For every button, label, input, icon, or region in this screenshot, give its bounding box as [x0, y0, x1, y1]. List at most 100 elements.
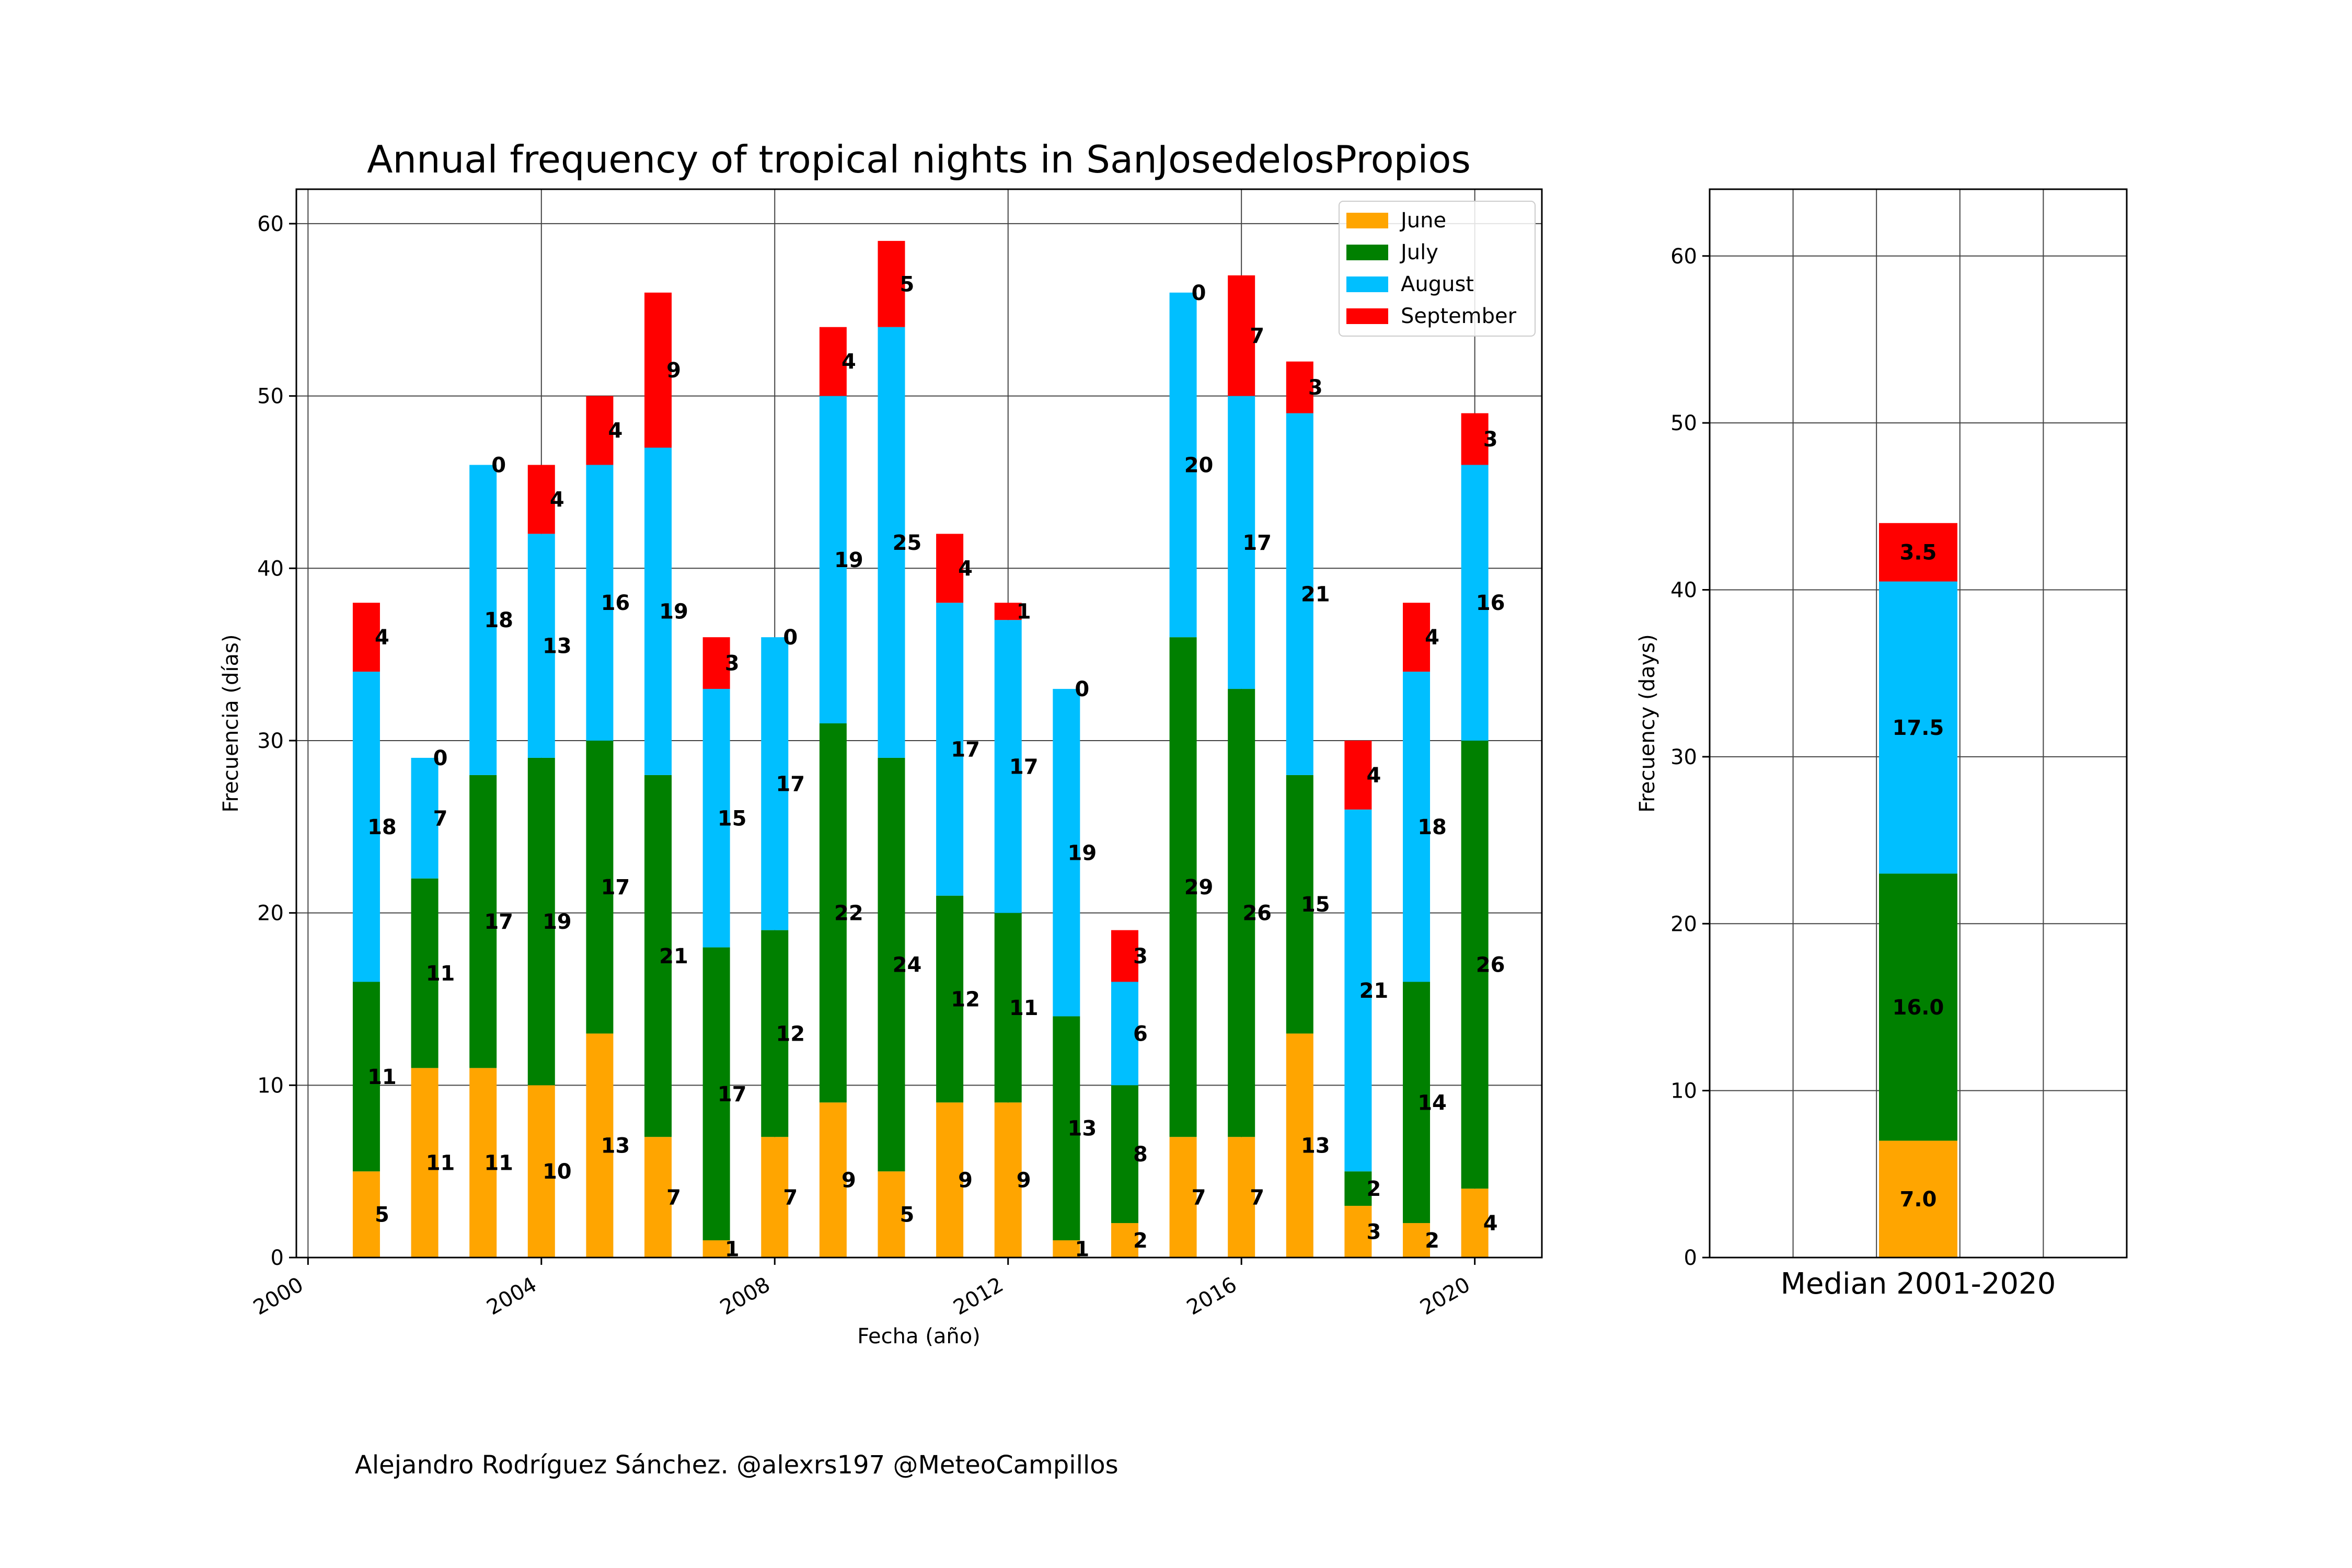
- bar-value-label: 5: [375, 1203, 389, 1227]
- side-y-tick-label: 30: [1670, 745, 1697, 769]
- bar-value-label: 0: [433, 746, 448, 770]
- bar-value-label: 13: [1301, 1134, 1330, 1158]
- median-value-label: 16.0: [1893, 996, 1944, 1020]
- side-y-tick-label: 0: [1684, 1246, 1697, 1270]
- bar-segment-september: [1286, 361, 1313, 413]
- bar-segment-august: [586, 465, 614, 741]
- bar-segment-june: [1403, 1223, 1431, 1258]
- median-bar-segment-june: [1879, 1140, 1957, 1258]
- median-value-label: 3.5: [1900, 541, 1937, 565]
- bar-segment-september: [352, 603, 380, 672]
- bar-segment-june: [702, 1240, 730, 1258]
- bar-value-label: 17: [1009, 755, 1039, 779]
- main-y-tick-label: 60: [257, 212, 284, 236]
- bar-value-label: 24: [893, 953, 922, 977]
- bar-value-label: 7: [1192, 1186, 1206, 1210]
- legend-label-june: June: [1399, 209, 1446, 233]
- bar-value-label: 4: [550, 488, 564, 512]
- bar-value-label: 0: [1075, 677, 1089, 701]
- bar-segment-august: [1053, 689, 1080, 1017]
- bar-value-label: 4: [841, 350, 856, 374]
- side-axes-frame: [1709, 188, 2128, 1259]
- main-y-tick-label: 30: [257, 729, 284, 753]
- bar-value-label: 19: [543, 910, 572, 934]
- bar-value-label: 9: [841, 1169, 856, 1193]
- side-data-labels: 7.0 16.0 17.5 3.5: [1893, 541, 1944, 1212]
- main-y-tick-label: 10: [257, 1074, 284, 1098]
- bar-segment-june: [1111, 1223, 1138, 1258]
- bar-segment-august: [527, 534, 555, 758]
- bar-value-label: 22: [834, 902, 863, 926]
- side-y-ticks: 0 10 20 30 40 50 60: [1670, 245, 1710, 1270]
- bar-segment-september: [702, 637, 730, 689]
- bar-value-label: 3: [1366, 1220, 1381, 1244]
- bar-value-label: 26: [1242, 902, 1272, 926]
- bar-value-label: 7: [666, 1186, 681, 1210]
- bar-value-label: 25: [893, 531, 922, 555]
- bar-value-label: 17: [776, 772, 805, 796]
- bar-value-label: 29: [1184, 875, 1214, 900]
- bar-segment-june: [819, 1102, 847, 1258]
- bar-segment-june: [936, 1102, 964, 1258]
- bar-value-label: 2: [1425, 1229, 1439, 1253]
- bar-segment-august: [761, 637, 789, 930]
- bar-value-label: 13: [1067, 1117, 1097, 1141]
- bar-segment-august: [1461, 465, 1489, 741]
- side-y-tick-label: 50: [1670, 411, 1697, 435]
- bar-value-label: 18: [484, 608, 513, 632]
- bar-segment-august: [702, 689, 730, 948]
- bar-value-label: 0: [491, 453, 506, 477]
- bar-segment-august: [1286, 413, 1313, 775]
- bar-segment-september: [994, 603, 1022, 620]
- bar-value-label: 0: [1192, 281, 1206, 305]
- bar-segment-june: [469, 1068, 497, 1258]
- median-stacked-bar-chart: 7.0 16.0 17.5 3.5 0 10 20 30 40 50 60 Median 2001…: [1635, 188, 2128, 1301]
- bar-value-label: 3: [1133, 944, 1148, 969]
- bar-segment-july: [644, 775, 672, 1137]
- bar-segment-july: [819, 723, 847, 1103]
- bar-value-label: 19: [1067, 841, 1097, 865]
- side-y-tick-label: 20: [1670, 912, 1697, 936]
- bar-segment-september: [586, 396, 614, 465]
- bar-segment-june: [1053, 1240, 1080, 1258]
- bar-segment-june: [527, 1085, 555, 1258]
- bar-segment-august: [994, 620, 1022, 913]
- side-y-tick-label: 40: [1670, 579, 1697, 603]
- bar-segment-august: [936, 603, 964, 896]
- bar-value-label: 12: [776, 1022, 805, 1046]
- bar-value-label: 4: [1366, 764, 1381, 788]
- legend-swatch-september: [1346, 308, 1388, 324]
- bar-value-label: 3: [1483, 428, 1498, 452]
- bar-segment-june: [586, 1033, 614, 1258]
- bar-value-label: 3: [1308, 376, 1323, 400]
- bar-segment-july: [878, 757, 905, 1172]
- bar-value-label: 7: [433, 806, 448, 831]
- bar-segment-june: [1461, 1189, 1489, 1258]
- bar-segment-august: [1403, 672, 1431, 982]
- legend-label-september: September: [1401, 304, 1517, 328]
- bar-segment-june: [878, 1171, 905, 1258]
- bar-value-label: 1: [1017, 600, 1031, 624]
- bar-segment-august: [644, 447, 672, 775]
- median-value-label: 7.0: [1900, 1187, 1937, 1212]
- bar-value-label: 15: [1301, 893, 1330, 917]
- bar-value-label: 12: [951, 987, 980, 1011]
- bar-segment-july: [936, 895, 964, 1103]
- bar-segment-september: [1344, 740, 1372, 810]
- median-bar-segment-august: [1879, 581, 1957, 874]
- main-y-tick-label: 20: [257, 902, 284, 926]
- legend-box: [1339, 201, 1536, 337]
- bar-segment-september: [1403, 603, 1431, 672]
- bar-segment-july: [1461, 740, 1489, 1189]
- bar-segment-august: [1169, 292, 1197, 638]
- bar-value-label: 19: [659, 600, 688, 624]
- author-credit: Alejandro Rodríguez Sánchez. @alexrs197 …: [355, 1450, 1119, 1480]
- bar-value-label: 19: [834, 548, 863, 572]
- bar-value-label: 13: [601, 1134, 630, 1158]
- bar-value-label: 11: [484, 1151, 513, 1175]
- bar-segment-july: [1403, 982, 1431, 1224]
- bar-value-label: 2: [1366, 1177, 1381, 1201]
- main-y-tick-label: 0: [271, 1246, 284, 1270]
- bar-segment-july: [1111, 1085, 1138, 1224]
